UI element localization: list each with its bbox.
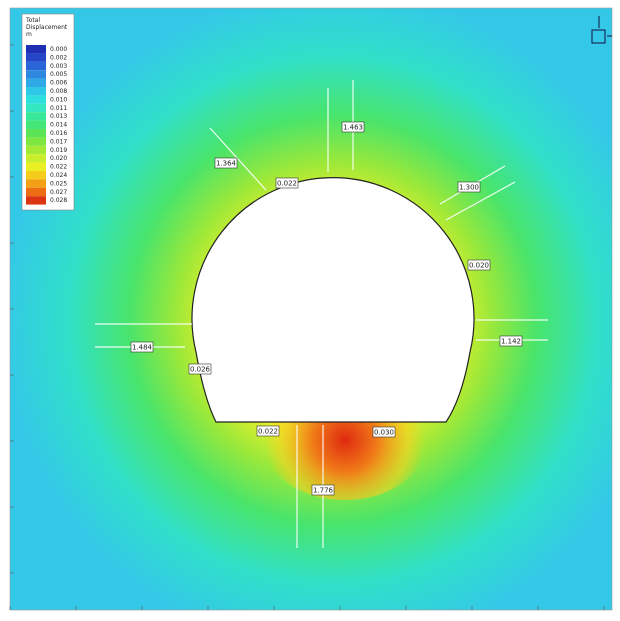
annotation: 0.022 <box>275 177 299 189</box>
legend-swatch <box>26 171 46 180</box>
annotation-box <box>256 425 280 437</box>
annotation: 1.776 <box>311 484 335 496</box>
annotation-label: 1.142 <box>501 338 521 346</box>
annotations: 1.463 1.364 0.022 1.300 0.020 1.484 1.142 0.026… <box>130 121 523 496</box>
legend-label: 0.016 <box>50 130 67 137</box>
legend-swatch <box>26 95 46 104</box>
tunnel <box>191 177 475 423</box>
legend-swatch <box>26 187 46 197</box>
legend-label: 0.022 <box>50 164 67 171</box>
annotation-box <box>467 259 491 271</box>
annotation: 0.020 <box>467 259 491 271</box>
legend-label: 0.013 <box>50 113 67 120</box>
annotation: 0.026 <box>188 363 212 375</box>
annotation-label: 0.026 <box>190 366 211 374</box>
legend-swatch <box>26 112 46 121</box>
legend-label: 0.028 <box>50 197 67 204</box>
annotation: 1.463 <box>341 121 365 133</box>
legend-label: 0.005 <box>50 71 67 78</box>
annotation-box <box>372 426 396 438</box>
legend-label: 0.017 <box>50 138 67 145</box>
legend-label: 0.019 <box>50 147 67 154</box>
annotation-label: 0.030 <box>374 429 394 437</box>
annotation: 1.142 <box>499 335 523 347</box>
corner-icon <box>591 16 612 44</box>
legend-label: 0.003 <box>50 63 67 70</box>
legend-label: 0.010 <box>50 96 67 103</box>
annotation-label: 1.364 <box>216 160 237 168</box>
legend-label: 0.025 <box>50 180 67 187</box>
annotation-box <box>214 157 238 169</box>
legend-swatch <box>26 154 46 163</box>
legend-swatch <box>26 45 46 54</box>
annotation: 0.022 <box>256 425 280 437</box>
ticks <box>9 44 605 610</box>
annotation: 0.030 <box>372 426 396 438</box>
legend-swatch <box>26 87 46 96</box>
legend-label: 0.008 <box>50 88 67 95</box>
annotation-label: 1.300 <box>459 184 479 192</box>
legend-swatch <box>26 196 46 205</box>
annotation: 1.364 <box>214 157 238 169</box>
legend-label: 0.002 <box>50 54 67 61</box>
legend-label: 0.020 <box>50 155 67 162</box>
annotation-box <box>275 177 299 189</box>
legend-label: 0.000 <box>50 46 67 53</box>
annotation-box <box>457 181 481 193</box>
legend-label: 0.024 <box>50 172 67 179</box>
annotation-label: 1.484 <box>132 344 153 352</box>
annotation-label: 0.020 <box>469 262 489 270</box>
legend-swatch <box>26 179 46 188</box>
legend-swatch <box>26 70 46 79</box>
annotation-box <box>311 484 335 496</box>
legend-title: m <box>26 31 32 38</box>
legend-label: 0.027 <box>50 189 67 196</box>
annotation-label: 1.463 <box>343 124 363 132</box>
annotation-box <box>499 335 523 347</box>
annotation-box <box>188 363 212 375</box>
legend-title: Total <box>25 17 40 24</box>
legend-label: 0.011 <box>50 105 67 112</box>
legend-label: 0.006 <box>50 80 67 87</box>
annotation-label: 1.776 <box>313 487 334 495</box>
annotation-label: 0.022 <box>277 180 297 188</box>
legend-swatch <box>26 53 46 62</box>
annotation-label: 0.022 <box>258 428 278 436</box>
legend-title: Displacement <box>26 24 68 31</box>
annotation-box <box>130 341 154 353</box>
legend-label: 0.014 <box>50 122 67 129</box>
legend-swatch <box>26 120 46 129</box>
legend-swatch <box>26 137 46 146</box>
legend-swatch <box>26 162 46 171</box>
legend-swatch <box>26 61 46 71</box>
legend-swatch <box>26 78 46 87</box>
annotation: 1.300 <box>457 181 481 193</box>
annotation-box <box>341 121 365 133</box>
legend-swatch <box>26 145 46 155</box>
legend-swatch <box>26 103 46 113</box>
legend-swatch <box>26 129 46 138</box>
annotation: 1.484 <box>130 341 154 353</box>
